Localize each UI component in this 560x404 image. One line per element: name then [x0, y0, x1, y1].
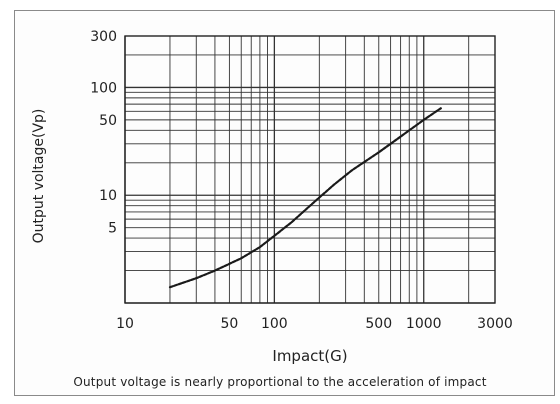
data-curve — [168, 107, 442, 289]
plot-border — [124, 35, 496, 304]
x-axis-title: Impact(G) — [272, 347, 347, 365]
data-point — [214, 269, 216, 272]
x-tick-label: 50 — [220, 316, 238, 332]
data-point — [290, 221, 293, 224]
data-point — [377, 151, 380, 154]
data-point — [169, 286, 171, 289]
x-tick-label: 3000 — [477, 316, 513, 332]
data-point — [258, 246, 261, 249]
y-tick-label: 5 — [108, 221, 117, 237]
figure-frame — [14, 10, 555, 396]
grid — [124, 35, 496, 304]
series-line — [168, 107, 442, 289]
x-tick-label: 10 — [116, 316, 134, 332]
data-point — [350, 169, 353, 172]
y-tick-label: 300 — [90, 29, 117, 45]
data-point — [439, 107, 442, 110]
data-point — [399, 135, 402, 138]
y-tick-label: 50 — [99, 113, 117, 129]
data-point — [422, 118, 425, 121]
y-tick-label: 100 — [90, 80, 117, 96]
tick-labels: 10 50 100 500 1000 3000 300 100 50 10 5 — [90, 29, 513, 332]
axes — [124, 35, 496, 304]
data-point — [273, 234, 276, 237]
y-axis-title: Output voltage(Vp) — [31, 109, 47, 244]
x-tick-label: 100 — [261, 316, 288, 332]
y-tick-label: 10 — [99, 188, 117, 204]
data-point — [307, 205, 310, 208]
x-tick-label: 500 — [365, 316, 392, 332]
x-tick-label: 1000 — [406, 316, 442, 332]
data-point — [195, 277, 198, 280]
figure-caption: Output voltage is nearly proportional to… — [73, 375, 487, 389]
data-point — [332, 183, 335, 186]
data-point — [240, 257, 243, 260]
